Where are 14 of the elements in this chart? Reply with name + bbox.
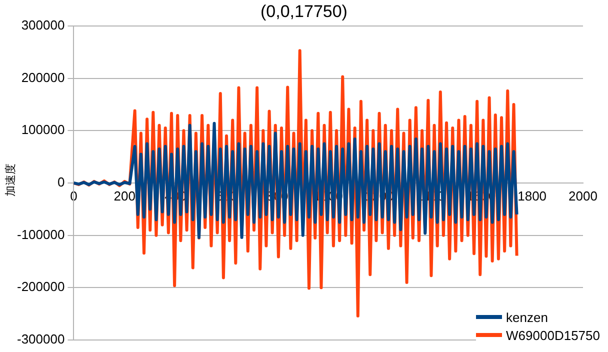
y-tick-label: 0	[57, 174, 65, 190]
y-tick-label: -200000	[16, 279, 65, 294]
chart-title: (0,0,17750)	[260, 2, 348, 21]
y-axis-title: 加速度	[3, 164, 18, 196]
x-tick-label: 2000	[568, 188, 598, 204]
y-tick-label: 100000	[21, 122, 65, 138]
x-tick-label: 1800	[518, 188, 547, 204]
y-tick-label: -300000	[16, 332, 65, 347]
x-tick-label: 200	[114, 188, 136, 204]
y-tick-label: 300000	[21, 18, 65, 33]
y-tick-label: -100000	[16, 226, 65, 242]
legend-label: W69000D15750	[506, 328, 600, 342]
y-tick-label: 200000	[21, 70, 65, 85]
legend-label: kenzen	[506, 310, 548, 324]
